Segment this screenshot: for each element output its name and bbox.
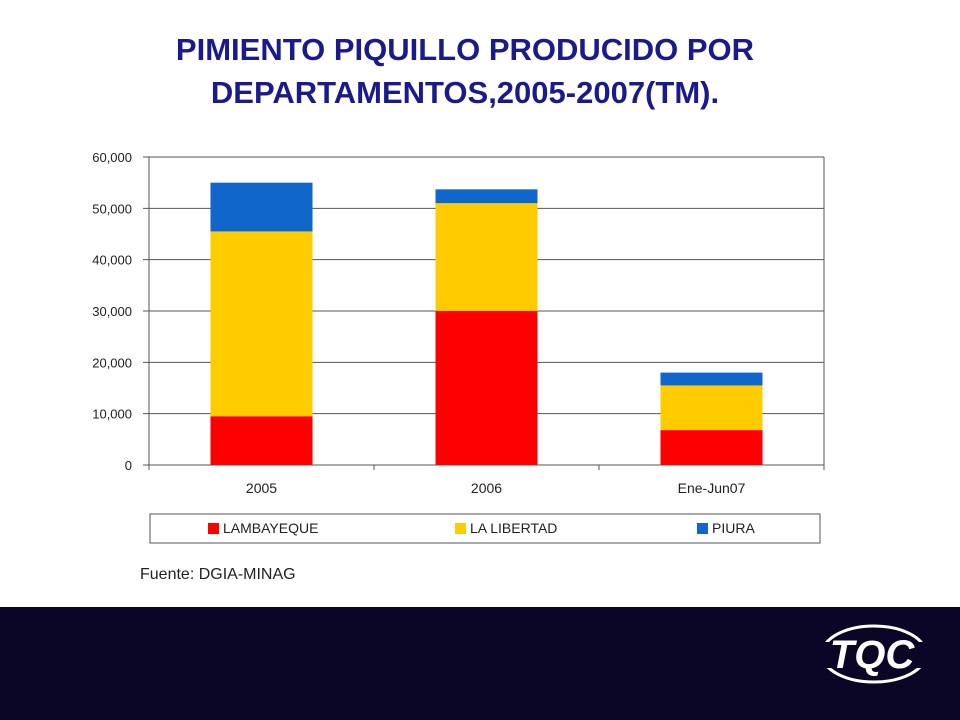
legend-label: LA LIBERTAD bbox=[470, 520, 557, 536]
bar-piura bbox=[660, 372, 763, 386]
bar-la-libertad bbox=[210, 231, 313, 417]
svg-text:TQC: TQC bbox=[830, 633, 916, 677]
y-tick-label: 20,000 bbox=[92, 355, 132, 370]
bar-lambayeque bbox=[660, 430, 763, 465]
x-tick-label: Ene-Jun07 bbox=[678, 480, 746, 496]
source-note: Fuente: DGIA-MINAG bbox=[140, 566, 296, 583]
bar-la-libertad bbox=[660, 385, 763, 431]
y-tick-label: 60,000 bbox=[92, 150, 132, 165]
y-tick-label: 40,000 bbox=[92, 253, 132, 268]
title-line-1: PIMIENTO PIQUILLO PRODUCIDO POR bbox=[175, 32, 755, 67]
x-tick-label: 2006 bbox=[471, 480, 502, 496]
tqc-logo-icon: TQC bbox=[820, 624, 930, 684]
stacked-bar-chart: 0 10,000 20,000 30,000 40,000 50,000 60,000 200… bbox=[92, 150, 825, 544]
y-tick-label: 30,000 bbox=[92, 304, 132, 319]
bar-piura bbox=[210, 182, 313, 232]
legend-box bbox=[149, 513, 821, 544]
title-line-2: DEPARTAMENTOS,2005-2007(TM). bbox=[210, 75, 720, 110]
legend-label: PIURA bbox=[712, 520, 755, 536]
legend-swatch bbox=[208, 523, 219, 534]
legend-swatch bbox=[697, 523, 708, 534]
legend-swatch bbox=[455, 523, 466, 534]
bar-lambayeque bbox=[435, 311, 538, 465]
bar-lambayeque bbox=[210, 416, 313, 465]
chart-title: PIMIENTO PIQUILLO PRODUCIDO POR DEPARTAM… bbox=[0, 28, 930, 114]
y-tick-label: 10,000 bbox=[92, 407, 132, 422]
y-tick-label: 50,000 bbox=[92, 201, 132, 216]
bar-piura bbox=[435, 189, 538, 204]
y-tick-label: 0 bbox=[125, 458, 132, 473]
footer-band bbox=[0, 607, 960, 720]
x-tick-label: 2005 bbox=[246, 480, 277, 496]
bar-la-libertad bbox=[435, 203, 538, 311]
legend-label: LAMBAYEQUE bbox=[223, 520, 318, 536]
